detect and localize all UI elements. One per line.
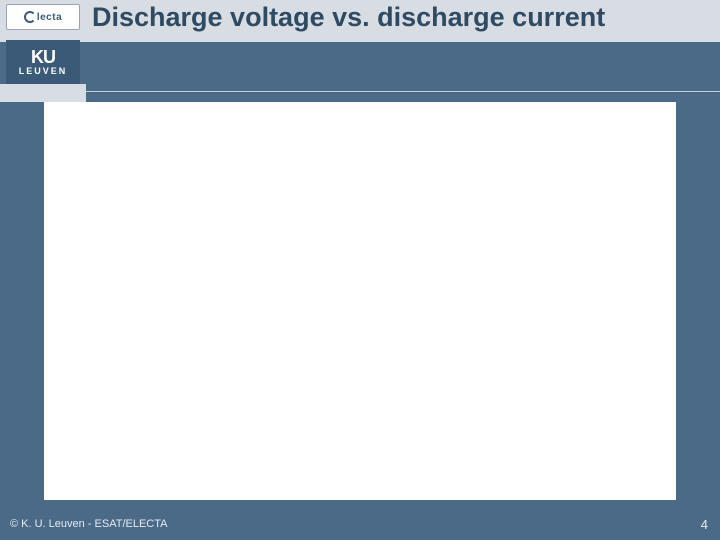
slide-title: Discharge voltage vs. discharge current xyxy=(92,2,712,33)
footer: © K. U. Leuven - ESAT/ELECTA 4 xyxy=(0,512,720,540)
page-number: 4 xyxy=(701,517,708,532)
content-area xyxy=(44,102,676,500)
ku-logo-top: KU xyxy=(31,48,55,66)
ku-logo-bottom: LEUVEN xyxy=(19,66,68,77)
header-band: Discharge voltage vs. discharge current xyxy=(0,0,720,42)
electa-logo-mark: lecta xyxy=(24,11,62,23)
electa-logo-text: lecta xyxy=(37,12,62,23)
slide-root: Discharge voltage vs. discharge current … xyxy=(0,0,720,540)
left-light-strip xyxy=(0,84,86,102)
electa-logo: lecta xyxy=(6,4,80,30)
sub-header-band xyxy=(86,42,720,92)
ku-leuven-logo: KU LEUVEN xyxy=(6,40,80,84)
electa-c-icon xyxy=(24,11,36,23)
copyright-text: © K. U. Leuven - ESAT/ELECTA xyxy=(10,518,167,530)
